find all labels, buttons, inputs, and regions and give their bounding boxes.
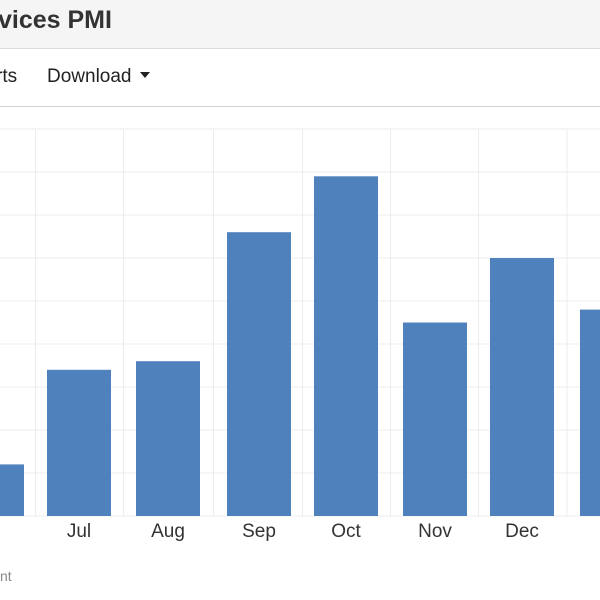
chart-toolbar: rts Download [0,49,600,107]
bar-jul [47,369,111,516]
chevron-down-icon [139,72,150,78]
download-menu-label: Download [47,66,132,87]
bar-n [0,464,24,516]
download-menu-button[interactable]: Download [47,66,150,88]
charts-menu-button[interactable]: rts [0,66,17,88]
bar-chart: nJulAugSepOctNovDec2 [0,128,600,542]
charts-menu-label: rts [0,66,18,87]
bar-2 [580,309,600,516]
bar-sep [227,232,291,516]
x-tick-label: Sep [242,521,276,542]
bar-aug [136,361,200,516]
chart-title: vices PMI [0,6,112,34]
x-tick-label: Jul [67,521,91,542]
chart-header: vices PMI [0,0,600,49]
x-tick-label: Aug [151,521,185,542]
x-tick-label: Dec [505,521,539,542]
bar-oct [314,176,378,517]
x-tick-label: Oct [331,521,361,542]
bar-nov [403,322,467,516]
bar-dec [490,258,554,516]
footnote: nt [0,568,12,584]
x-tick-label: Nov [418,521,452,542]
